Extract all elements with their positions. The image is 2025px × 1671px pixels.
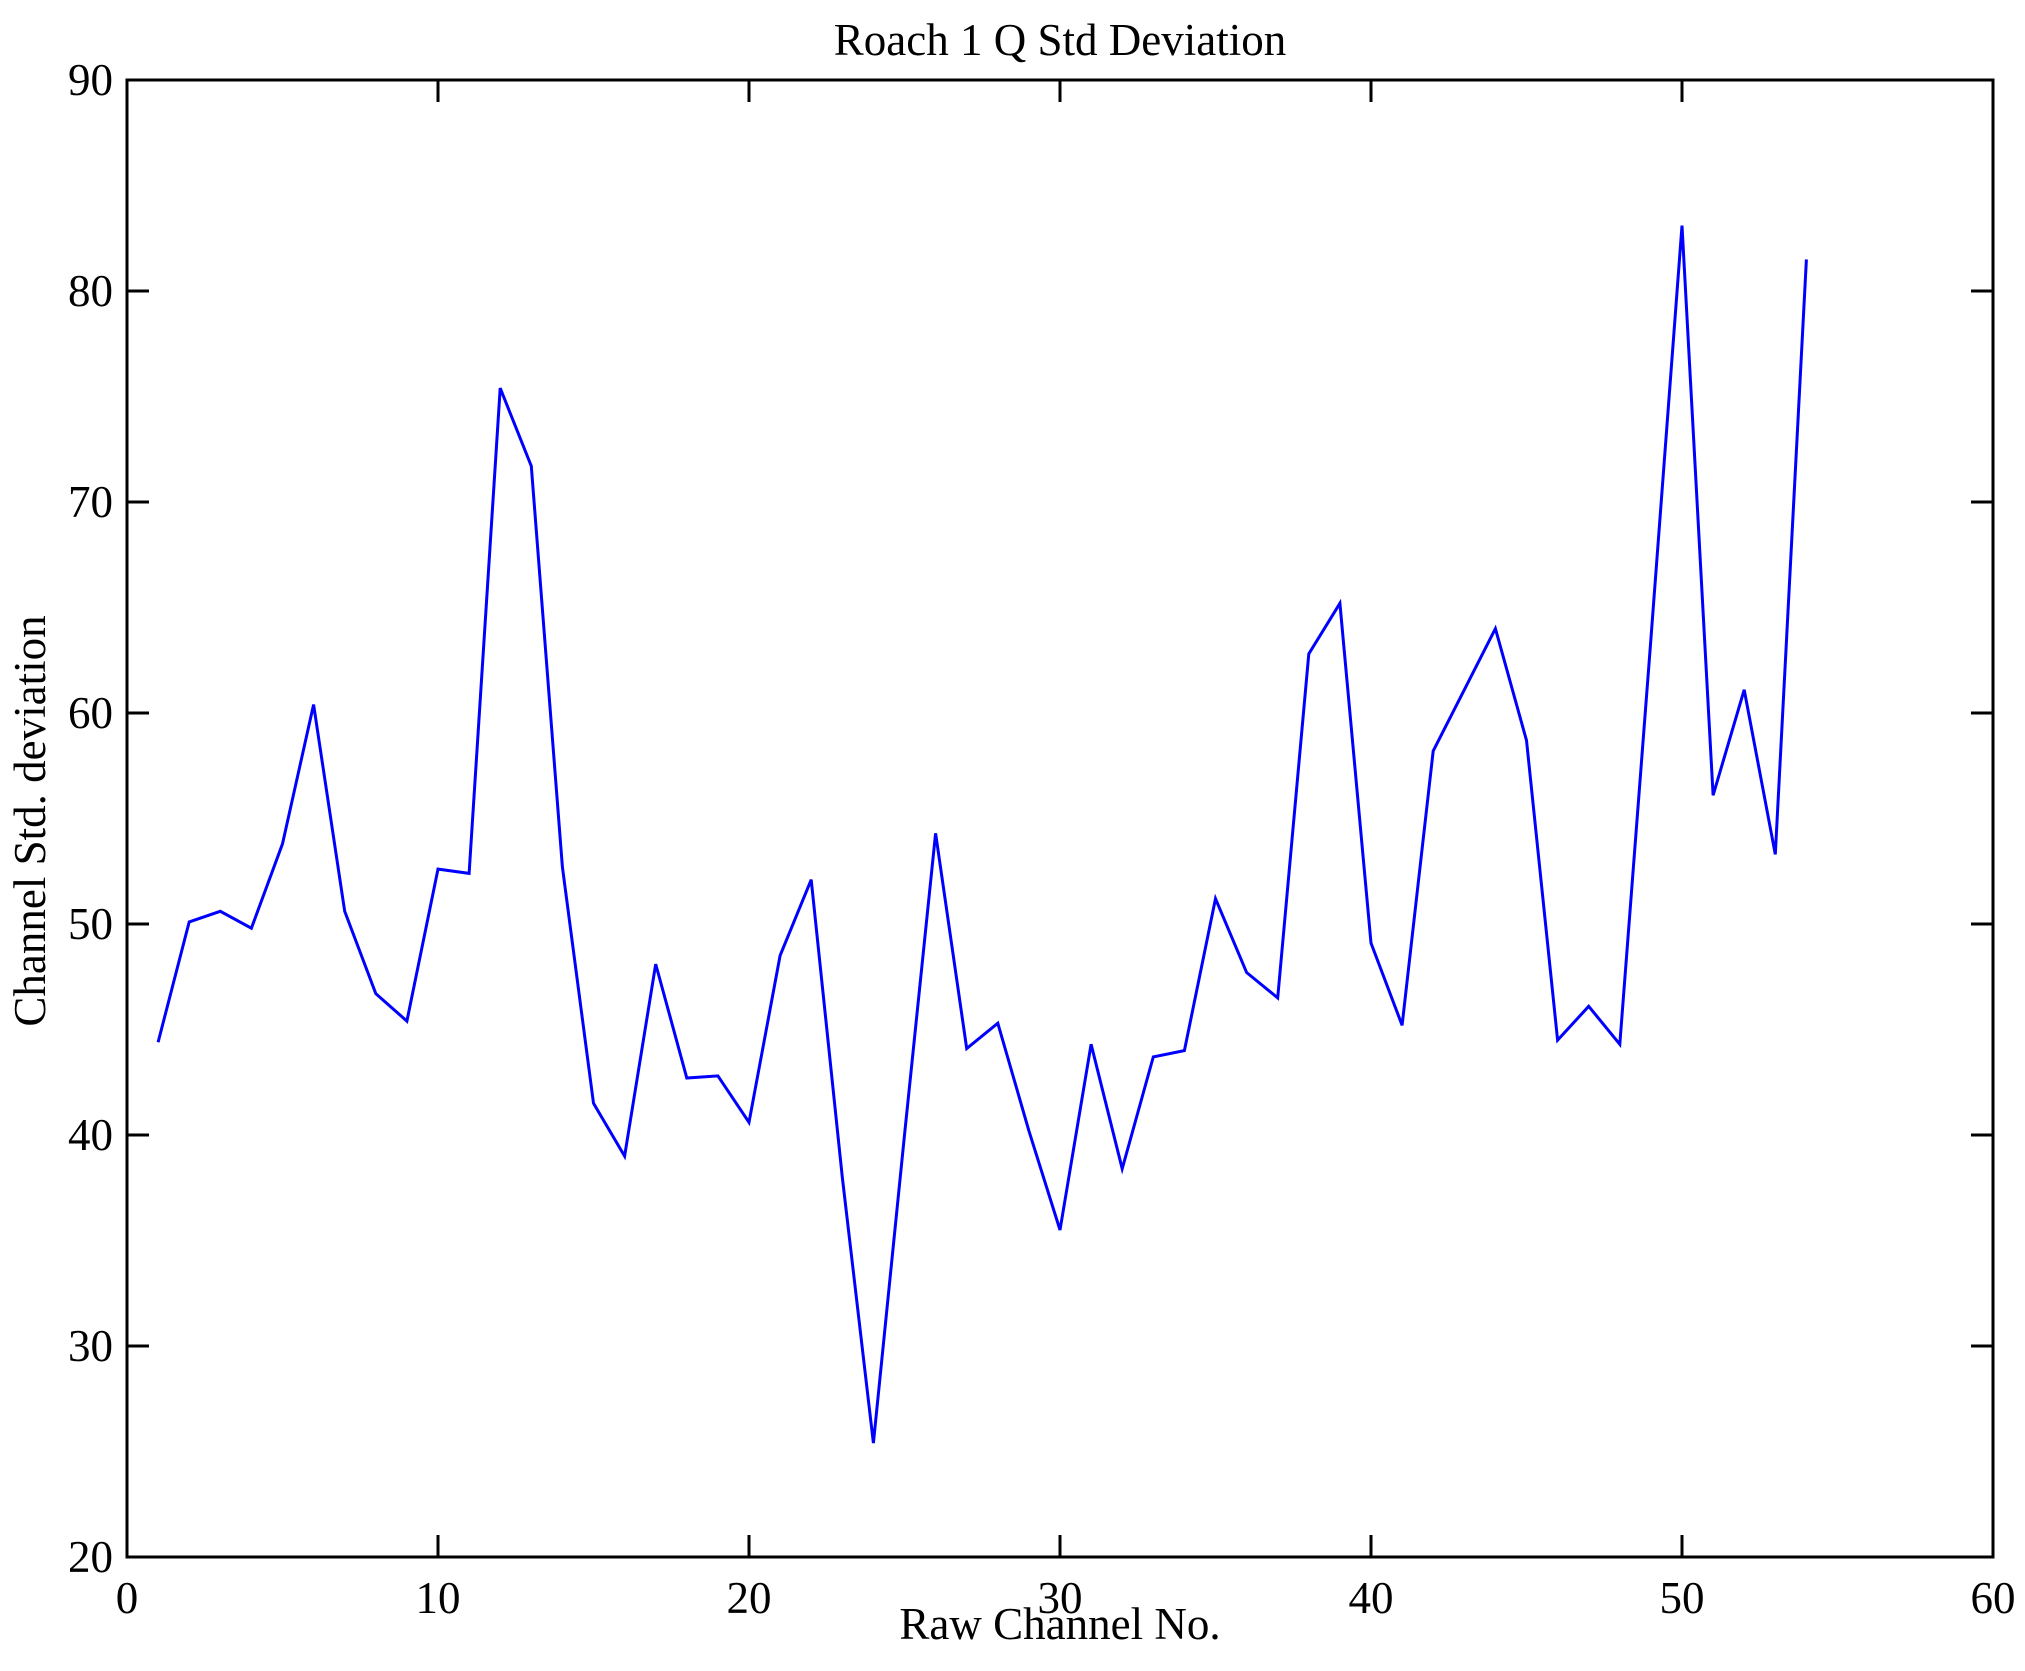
x-tick-label: 60 (1971, 1573, 2016, 1623)
x-axis-label: Raw Channel No. (899, 1599, 1221, 1649)
y-tick-label: 70 (68, 477, 113, 527)
x-tick-label: 10 (416, 1573, 461, 1623)
y-tick-label: 20 (68, 1532, 113, 1582)
y-tick-label: 40 (68, 1110, 113, 1160)
data-line (156, 225, 1808, 1444)
chart-title: Roach 1 Q Std Deviation (833, 15, 1287, 65)
y-tick-label: 60 (68, 688, 113, 738)
y-axis-label: Channel Std. deviation (5, 615, 55, 1027)
x-tick-label: 40 (1349, 1573, 1394, 1623)
y-tick-label: 30 (68, 1321, 113, 1371)
axis-box (125, 78, 1995, 1559)
y-tick-label: 80 (68, 266, 113, 316)
x-tick-label: 0 (116, 1573, 139, 1623)
x-tick-label: 50 (1660, 1573, 1705, 1623)
x-tick-label: 30 (1038, 1573, 1083, 1623)
x-tick-label: 20 (727, 1573, 772, 1623)
y-tick-label: 90 (68, 55, 113, 105)
y-tick-label: 50 (68, 899, 113, 949)
